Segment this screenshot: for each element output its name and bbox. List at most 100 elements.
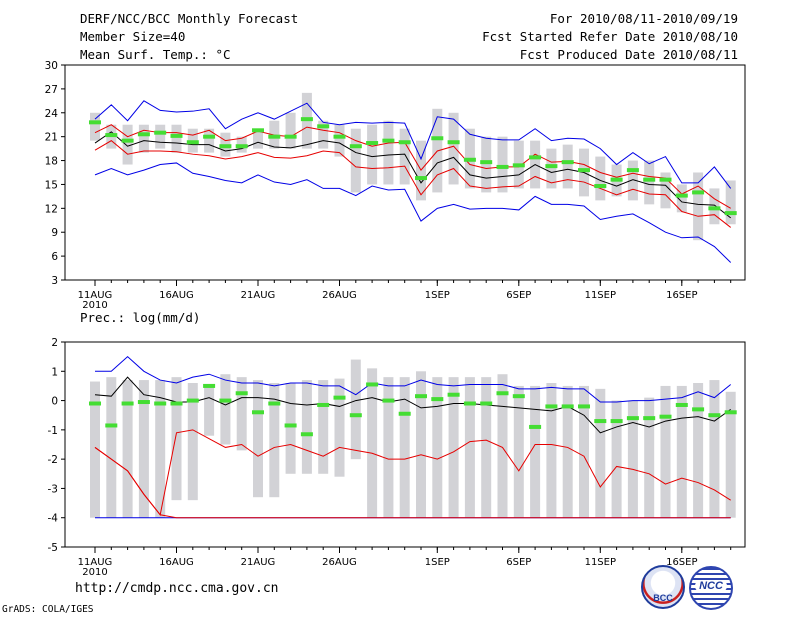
- ensemble-bar: [562, 144, 573, 189]
- x-tick-label: 11SEP: [585, 557, 616, 568]
- red-upper-line: [94, 124, 731, 209]
- green-marker: [659, 177, 672, 182]
- green-marker: [594, 419, 607, 424]
- y-tick-label: 3: [51, 275, 58, 287]
- green-marker: [545, 404, 558, 409]
- x-tick-label: 1SEP: [425, 290, 450, 301]
- ensemble-bar: [611, 400, 622, 518]
- ensemble-bar: [693, 172, 704, 241]
- green-marker: [610, 419, 623, 424]
- green-marker: [447, 392, 460, 397]
- green-marker: [643, 177, 656, 182]
- green-marker: [512, 163, 525, 168]
- green-marker: [692, 190, 705, 195]
- green-marker: [398, 140, 411, 145]
- y-tick-label: 30: [45, 60, 58, 72]
- ensemble-bar: [448, 112, 459, 185]
- green-marker: [643, 416, 656, 421]
- ensemble-bar: [432, 377, 443, 518]
- y-tick-label: -5: [48, 542, 58, 554]
- ensemble-mean-line: [94, 131, 732, 219]
- green-marker: [431, 397, 444, 402]
- ensemble-bar: [122, 124, 133, 165]
- green-marker: [300, 117, 313, 122]
- x-tick-year: 2010: [82, 567, 107, 578]
- ensemble-bar: [285, 383, 296, 474]
- green-marker: [186, 398, 199, 403]
- green-marker: [235, 144, 248, 149]
- panel2-title: Prec.: log(mm/d): [80, 310, 201, 325]
- ensemble-bar: [220, 374, 231, 445]
- green-marker: [268, 134, 281, 139]
- ensemble-bar: [253, 128, 263, 149]
- ensemble-bar: [579, 385, 589, 518]
- green-marker: [89, 401, 101, 406]
- variable-label: Mean Surf. Temp.: °C: [80, 47, 231, 62]
- ensemble-bar: [171, 377, 182, 501]
- green-marker: [235, 391, 248, 396]
- bcc-logo: BCC: [641, 565, 685, 609]
- y-tick-label: -3: [48, 483, 58, 495]
- ensemble-bar: [497, 136, 508, 193]
- x-tick-label: 1SEP: [425, 557, 450, 568]
- green-marker: [333, 134, 346, 139]
- ensemble-bar: [497, 374, 508, 518]
- ensemble-bar: [204, 385, 215, 436]
- x-tick-label: 21AUG: [241, 290, 276, 301]
- x-tick-label: 16SEP: [666, 290, 697, 301]
- y-tick-label: 2: [51, 337, 58, 349]
- green-marker: [366, 141, 379, 146]
- grads-credit: GrADS: COLA/IGES: [2, 604, 94, 615]
- green-marker: [219, 398, 232, 403]
- ensemble-bar: [383, 377, 394, 518]
- y-tick-label: 12: [45, 203, 58, 215]
- green-marker: [137, 400, 150, 405]
- green-marker: [203, 383, 216, 388]
- ensemble-bar: [171, 124, 182, 153]
- ensemble-bar: [595, 156, 606, 201]
- ncc-logo-text: NCC: [695, 580, 727, 592]
- green-marker: [382, 138, 395, 143]
- y-tick-label: -1: [48, 425, 58, 437]
- green-marker: [252, 410, 264, 415]
- ensemble-bar: [155, 124, 166, 149]
- green-marker: [121, 138, 134, 143]
- ensemble-bar: [285, 112, 296, 149]
- green-marker: [480, 160, 493, 165]
- ensemble-bar: [350, 359, 361, 460]
- green-marker: [154, 401, 167, 406]
- y-tick-label: 6: [51, 251, 58, 263]
- ensemble-bar: [204, 128, 215, 153]
- green-marker: [170, 133, 183, 138]
- green-marker: [105, 133, 118, 138]
- green-marker: [203, 134, 216, 139]
- member-size: Member Size=40: [80, 29, 186, 44]
- green-marker: [610, 177, 623, 182]
- green-marker: [382, 398, 395, 403]
- ensemble-bar: [644, 397, 655, 518]
- ensemble-bar: [301, 380, 312, 474]
- y-tick-label: -2: [48, 454, 58, 466]
- green-marker: [89, 120, 101, 125]
- y-tick-label: 9: [51, 227, 58, 239]
- ensemble-bar: [318, 120, 329, 149]
- ensemble-bar: [383, 120, 394, 185]
- y-tick-label: 1: [51, 366, 58, 378]
- ensemble-bar: [546, 148, 557, 189]
- red-line: [94, 429, 731, 516]
- x-tick-label: 16SEP: [666, 557, 697, 568]
- green-marker: [300, 432, 313, 437]
- green-marker: [626, 416, 639, 421]
- ensemble-bar: [530, 385, 541, 518]
- blue-lower-line: [94, 162, 732, 263]
- ensemble-bar: [90, 112, 100, 141]
- green-marker: [252, 128, 264, 133]
- green-marker: [219, 144, 232, 149]
- green-marker: [105, 423, 118, 428]
- y-tick-label: 24: [45, 108, 59, 120]
- y-tick-label: 21: [45, 132, 58, 144]
- ensemble-bar: [122, 380, 133, 518]
- source-url[interactable]: http://cmdp.ncc.cma.gov.cn: [75, 581, 279, 596]
- green-marker: [561, 160, 574, 165]
